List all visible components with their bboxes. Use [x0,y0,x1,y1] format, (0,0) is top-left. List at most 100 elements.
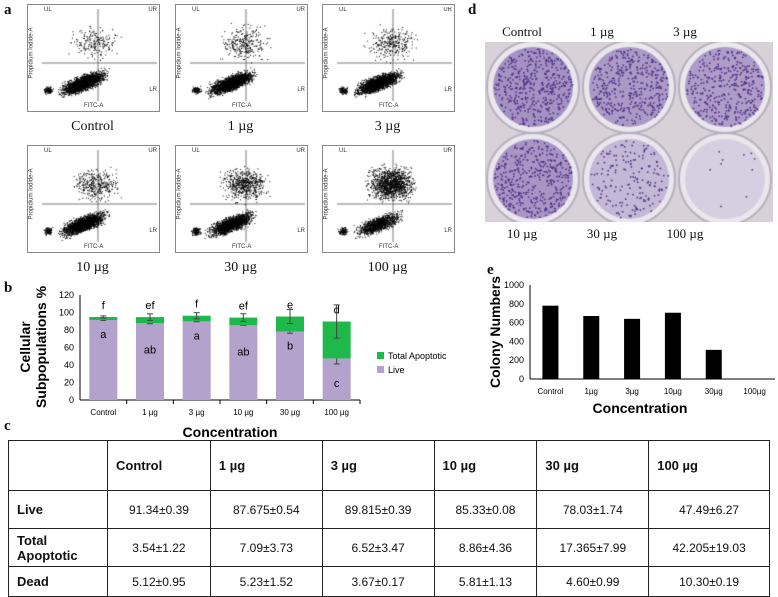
y-tick-label: 0 [519,374,524,384]
x-tick-label: 1 µg [142,408,158,417]
x-tick-label: 100 µg [324,408,349,417]
y-tick-label: 0 [69,395,74,405]
table-cell: 91.34±0.39 [108,491,211,529]
x-axis-label: FITC-A [84,244,103,250]
y-axis-label: Propidium Iodide-A [324,168,330,219]
quadrant-label: LR [444,87,452,93]
bar [583,316,599,379]
table-cell: 3.54±1.22 [108,529,211,567]
quadrant-label: UL [44,7,52,13]
row-label: Dead [9,567,108,597]
quadrant-label: UL [44,148,52,154]
column-header: 10 µg [434,441,537,491]
flow-plot-label: 30 µg [175,260,306,276]
row-label: Total Apoptotic [9,529,108,567]
y-tick-label: 200 [509,355,524,365]
x-axis-label: FITC-A [379,103,398,109]
photo-label: 10 µg [482,226,562,242]
panel-d-label: d [468,2,476,19]
x-tick-label: 10µg [664,387,682,396]
x-axis-label: FITC-A [84,103,103,109]
quadrant-label: UL [339,7,347,13]
row-label: Live [9,491,108,529]
table-cell: 78.03±1.74 [537,491,649,529]
quadrant-label: UR [148,148,157,154]
table-cell: 87.675±0.54 [210,491,322,529]
quadrant-label: UL [339,148,347,154]
x-tick-label: 30 µg [280,408,300,417]
legend-swatch [377,366,384,373]
x-tick-label: Control [90,408,116,417]
photo-label: 30 µg [562,226,642,242]
y-tick-label: 80 [64,325,74,335]
column-header: 100 µg [649,441,770,491]
well-plate-image [485,42,773,222]
bar [624,319,640,379]
table-cell: 85.33±0.08 [434,491,537,529]
significance-letter: f [102,300,106,312]
table-cell: 7.09±3.73 [210,529,322,567]
data-table: Control 1 µg 3 µg 10 µg 30 µg 100 µg Liv… [8,440,770,597]
quadrant-label: UR [148,7,157,13]
quadrant-label: UR [296,7,305,13]
x-tick-label: 100µg [743,387,765,396]
flow-plot-label: 1 µg [175,119,306,135]
y-tick-label: 100 [59,308,74,318]
x-axis-label: Concentration [183,424,278,440]
y-tick-label: 800 [509,299,524,309]
y-tick-label: 20 [64,378,74,388]
y-axis-label: Propidium Iodide-A [29,168,35,219]
bar [542,306,558,379]
x-tick-label: 30µg [705,387,723,396]
y-tick-label: 60 [64,343,74,353]
quadrant-label: UL [192,148,200,154]
significance-letter: f [195,299,199,311]
x-axis-label: FITC-A [232,244,251,250]
significance-letter: a [100,329,107,341]
significance-letter: c [334,378,340,390]
y-tick-label: 1000 [504,280,524,290]
y-axis-label: Propidium Iodide-A [177,27,183,78]
table-cell: 89.815±0.39 [322,491,434,529]
column-header: 1 µg [210,441,322,491]
y-tick-label: 40 [64,360,74,370]
y-axis-label: Colony Numbers [487,276,503,388]
x-axis-label: Concentration [593,400,688,416]
flow-plot-label: 3 µg [322,119,453,135]
table-cell: 5.23±1.52 [210,567,322,597]
legend-swatch [377,352,384,359]
flow-plot-label: 100 µg [322,260,453,276]
x-tick-label: 10 µg [233,408,253,417]
significance-letter: ef [145,300,155,312]
significance-letter: ab [237,346,249,358]
significance-letter: e [287,300,293,312]
table-cell: 3.67±0.17 [322,567,434,597]
x-axis-label: FITC-A [379,244,398,250]
quadrant-label: UL [192,7,200,13]
column-header: Control [108,441,211,491]
table-cell: 5.12±0.95 [108,567,211,597]
flow-plot: UL UR LR FITC-A Propidium Iodide-A [175,4,308,112]
significance-letter: b [287,341,293,353]
table-cell: 8.86±4.36 [434,529,537,567]
quadrant-label: LR [297,87,305,93]
table-cell: 5.81±1.13 [434,567,537,597]
flow-plot-label: 10 µg [27,260,158,276]
x-tick-label: 3µg [625,387,639,396]
x-axis-label: FITC-A [232,103,251,109]
significance-letter: ab [144,344,156,356]
y-tick-label: 600 [509,318,524,328]
significance-letter: d [334,305,340,317]
photo-label: 100 µg [645,226,725,242]
y-axis-label: Propidium Iodide-A [29,27,35,78]
table-cell: 17.365±7.99 [537,529,649,567]
x-tick-label: Control [538,387,564,396]
quadrant-label: UR [296,148,305,154]
